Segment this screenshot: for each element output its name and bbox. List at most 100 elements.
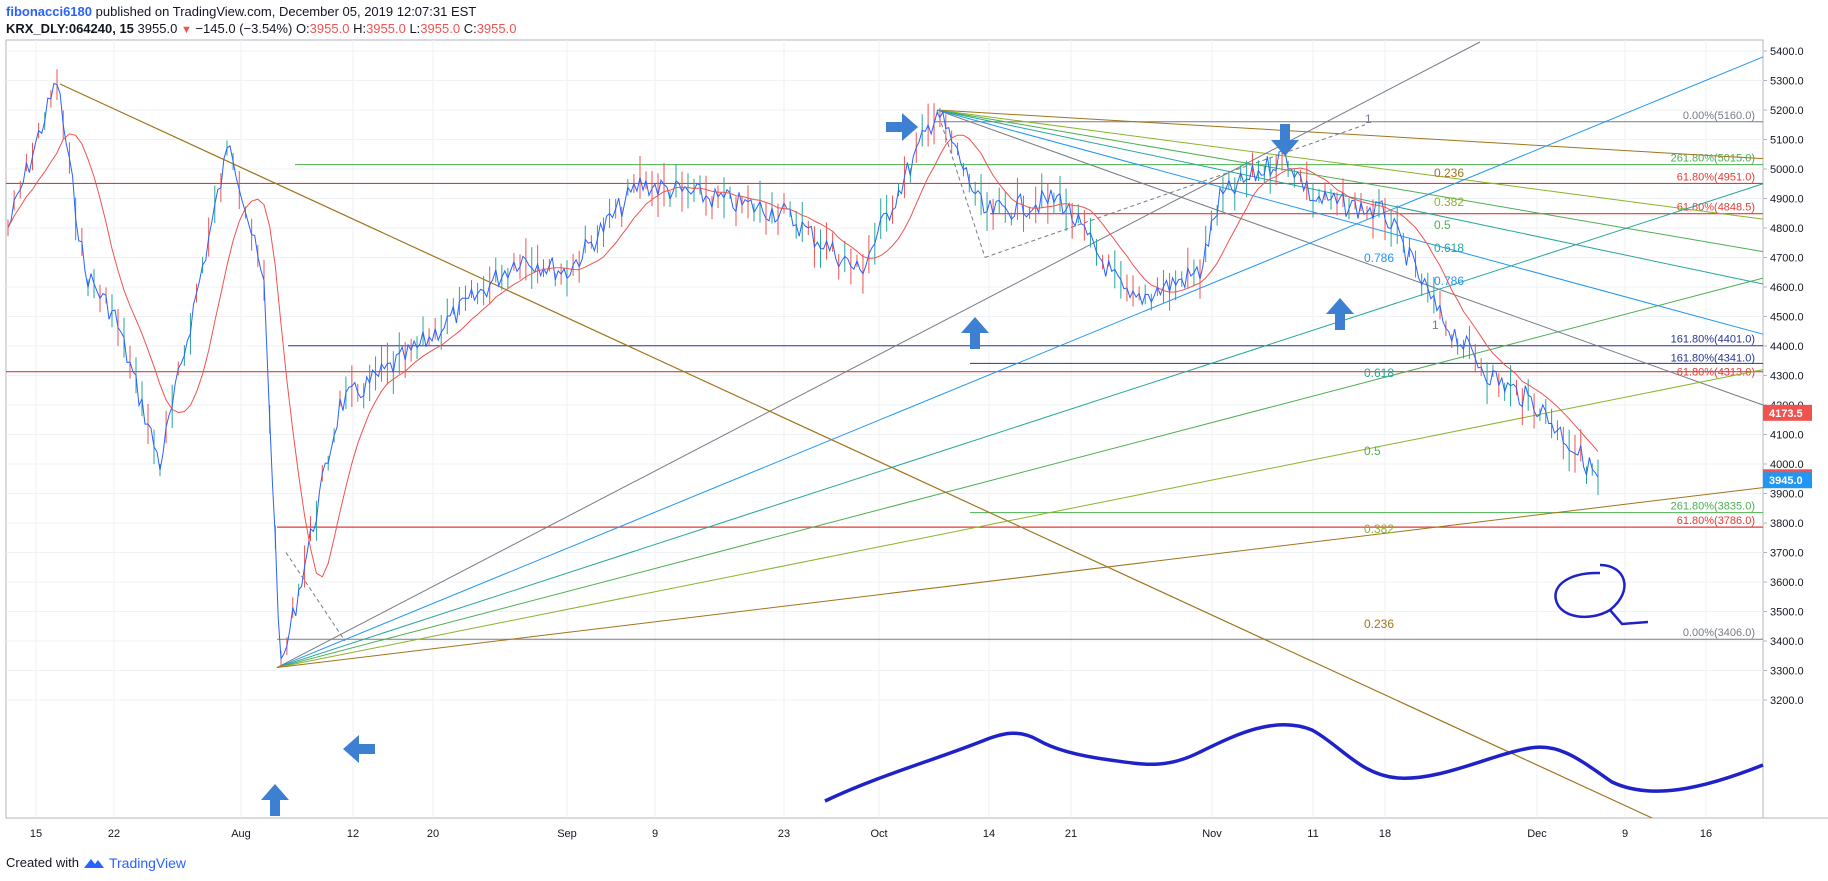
close-label: C: bbox=[463, 21, 477, 36]
change-down-icon: ▼ bbox=[180, 24, 192, 36]
low-label: L: bbox=[409, 21, 421, 36]
x-tick-label: 18 bbox=[1379, 828, 1391, 840]
fan-label: 0.786 bbox=[1434, 274, 1464, 288]
tradingview-logo-icon bbox=[83, 859, 104, 868]
y-tick-label: 5300.0 bbox=[1770, 76, 1804, 88]
fan-label: 0.382 bbox=[1434, 195, 1464, 209]
grid bbox=[6, 40, 1763, 818]
y-tick-label: 5000.0 bbox=[1770, 164, 1804, 176]
trend-line bbox=[59, 83, 1653, 819]
x-tick-label: Oct bbox=[870, 828, 887, 840]
fan-line-lower bbox=[276, 369, 1764, 669]
y-tick-label: 4600.0 bbox=[1770, 282, 1804, 294]
price-label-text: 4173.5 bbox=[1769, 408, 1803, 420]
arrow-icon bbox=[343, 735, 375, 763]
tradingview-brand[interactable]: TradingView bbox=[108, 855, 187, 871]
fan-label: 0.5 bbox=[1434, 218, 1451, 232]
y-tick-label: 4100.0 bbox=[1770, 430, 1804, 442]
x-tick-label: 9 bbox=[1622, 828, 1628, 840]
arrow-icon bbox=[1271, 124, 1299, 156]
y-tick-label: 4300.0 bbox=[1770, 371, 1804, 383]
fan-line-upper bbox=[936, 109, 1764, 253]
fan-label: 0.618 bbox=[1434, 241, 1464, 255]
fan-label: 1 bbox=[1432, 318, 1439, 332]
y-tick-label: 3600.0 bbox=[1770, 577, 1804, 589]
y-tick-label: 4700.0 bbox=[1770, 253, 1804, 265]
y-tick-label: 3700.0 bbox=[1770, 548, 1804, 560]
fib-level-label: 161.80%(4401.0) bbox=[1671, 334, 1755, 346]
low-value: 3955.0 bbox=[420, 21, 461, 36]
y-tick-label: 3500.0 bbox=[1770, 607, 1804, 619]
circle-mark bbox=[1554, 563, 1649, 626]
price-line bbox=[7, 82, 1599, 661]
fib-level-label: 61.80%(4313.0) bbox=[1677, 367, 1755, 379]
published-text: published on TradingView.com, December 0… bbox=[95, 4, 477, 19]
author-name[interactable]: fibonacci6180 bbox=[6, 4, 92, 19]
fib-level-label: 0.00%(3406.0) bbox=[1683, 627, 1755, 639]
publish-header: fibonacci6180 published on TradingView.c… bbox=[6, 4, 476, 20]
x-tick-label: 23 bbox=[778, 828, 790, 840]
y-tick-label: 5200.0 bbox=[1770, 105, 1804, 117]
created-with-text: Created with bbox=[6, 855, 79, 870]
open-label: O: bbox=[295, 21, 310, 36]
close-value: 3955.0 bbox=[476, 21, 517, 36]
symbol-info-bar: KRX_DLY:064240, 15 3955.0 ▼ −145.0 (−3.5… bbox=[6, 21, 516, 38]
fan-label: 0.5 bbox=[1364, 444, 1381, 458]
x-tick-label: 20 bbox=[427, 828, 439, 840]
fib-level-label: 0.00%(5160.0) bbox=[1683, 110, 1755, 122]
y-tick-label: 3200.0 bbox=[1770, 695, 1804, 707]
arrow-icon bbox=[961, 317, 989, 349]
last-price: 3955.0 bbox=[137, 21, 178, 36]
y-tick-label: 4900.0 bbox=[1770, 194, 1804, 206]
footer: Created with TradingView bbox=[6, 855, 186, 871]
dashed-connector bbox=[285, 552, 346, 642]
y-tick-label: 3400.0 bbox=[1770, 636, 1804, 648]
y-tick-label: 3800.0 bbox=[1770, 518, 1804, 530]
x-tick-label: 16 bbox=[1700, 828, 1712, 840]
open-value: 3955.0 bbox=[309, 21, 350, 36]
price-label-text: 3945.0 bbox=[1769, 475, 1803, 487]
fan-label: 0.382 bbox=[1364, 522, 1394, 536]
y-tick-label: 3900.0 bbox=[1770, 489, 1804, 501]
x-tick-label: Dec bbox=[1527, 828, 1547, 840]
price-label-box bbox=[1763, 404, 1812, 421]
fib-level-label: 61.80%(4951.0) bbox=[1677, 171, 1755, 183]
y-tick-label: 4800.0 bbox=[1770, 223, 1804, 235]
x-tick-label: 22 bbox=[108, 828, 120, 840]
x-tick-label: Sep bbox=[557, 828, 577, 840]
price-change: −145.0 (−3.54%) bbox=[195, 21, 293, 36]
high-label: H: bbox=[353, 21, 367, 36]
y-tick-label: 4500.0 bbox=[1770, 312, 1804, 324]
fan-line-upper bbox=[936, 109, 1764, 335]
dashed-connector bbox=[936, 109, 986, 258]
fan-line-upper bbox=[936, 109, 1764, 220]
fan-label: 0.618 bbox=[1364, 366, 1394, 380]
x-tick-label: 15 bbox=[30, 828, 42, 840]
arrow-icon bbox=[886, 113, 918, 141]
arrow-icon bbox=[1326, 298, 1354, 330]
fan-line-upper bbox=[936, 109, 1764, 160]
fan-line-lower bbox=[276, 183, 1764, 669]
fan-label: 0.786 bbox=[1364, 251, 1394, 265]
fan-label: 0.236 bbox=[1364, 617, 1394, 631]
x-tick-label: 14 bbox=[983, 828, 995, 840]
fib-level-label: 61.80%(3786.0) bbox=[1677, 515, 1755, 527]
arrow-icon bbox=[261, 784, 289, 816]
fib-level-label: 261.80%(3835.0) bbox=[1671, 501, 1755, 513]
fib-level-label: 261.80%(5015.0) bbox=[1671, 153, 1755, 165]
fan-line-lower bbox=[276, 56, 1764, 669]
fan-line-lower bbox=[276, 487, 1764, 669]
x-tick-label: 11 bbox=[1307, 828, 1318, 840]
x-tick-label: Aug bbox=[231, 828, 251, 840]
fan-line-upper bbox=[936, 109, 1764, 406]
fan-label: 0.236 bbox=[1434, 166, 1464, 180]
symbol-name[interactable]: KRX_DLY:064240, 15 bbox=[6, 21, 134, 36]
y-tick-label: 4400.0 bbox=[1770, 341, 1804, 353]
x-tick-label: 12 bbox=[347, 828, 359, 840]
fan-line-lower bbox=[276, 277, 1764, 669]
price-label-box bbox=[1763, 472, 1812, 489]
fan-label: 1 bbox=[1365, 112, 1372, 126]
moving-average-line bbox=[7, 133, 1599, 578]
y-tick-label: 4000.0 bbox=[1770, 459, 1804, 471]
